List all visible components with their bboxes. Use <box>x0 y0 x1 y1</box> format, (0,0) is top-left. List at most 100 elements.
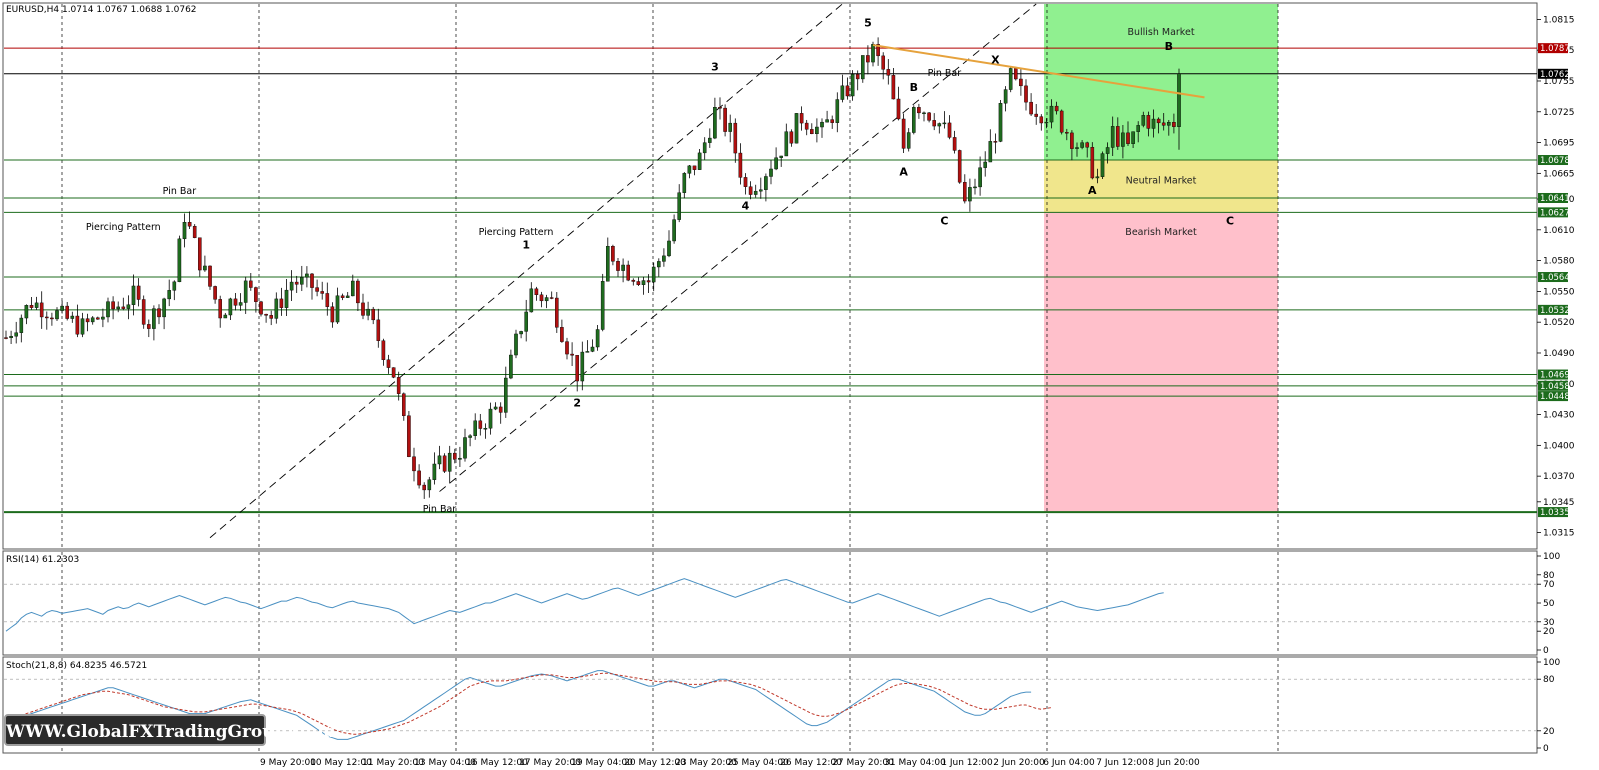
price-level-label: 1.0641 <box>1540 194 1570 204</box>
candle-body <box>845 85 850 97</box>
candle-body <box>1049 105 1054 123</box>
candle-body <box>708 137 712 143</box>
candle-body <box>575 355 579 382</box>
candle-body <box>1085 142 1089 148</box>
candle-body <box>473 420 478 436</box>
candle-body <box>886 69 891 76</box>
candle-body <box>570 353 574 356</box>
candle-body <box>172 281 177 291</box>
candle-body <box>488 408 493 429</box>
candle-body <box>906 132 911 149</box>
price-level-label: 1.0532 <box>1540 306 1570 316</box>
candle-body <box>167 290 172 300</box>
candle-body <box>820 121 824 128</box>
candle-body <box>402 393 406 416</box>
x-axis-label: 19 May 04:00 <box>571 758 633 768</box>
candle-body <box>24 305 29 319</box>
candle-body <box>738 152 743 178</box>
candle-body <box>973 186 977 189</box>
candle-body <box>182 222 187 240</box>
candle-body <box>65 305 69 319</box>
candle-body <box>866 55 870 63</box>
candle-body <box>937 123 942 127</box>
candle-body <box>840 85 845 100</box>
x-axis-label: 20 May 12:00 <box>624 758 686 768</box>
candle-body <box>1090 147 1095 179</box>
chart-annotation: A <box>899 165 908 178</box>
candle-body <box>233 298 238 306</box>
candle-body <box>19 317 24 333</box>
candle-body <box>912 107 916 133</box>
y-tick-label: 1.0490 <box>1543 349 1575 359</box>
chart-annotation: B <box>1165 40 1173 53</box>
chart-annotation: Pin Bar <box>163 186 197 197</box>
indicator-y-label: 20 <box>1543 727 1555 737</box>
candle-body <box>85 318 90 323</box>
candle-body <box>213 286 217 300</box>
candle-body <box>759 189 763 192</box>
candle-body <box>830 119 834 123</box>
x-axis-label: 8 Jun 20:00 <box>1148 758 1200 768</box>
candle-body <box>524 311 528 332</box>
x-axis-label: 27 May 20:00 <box>832 758 894 768</box>
candle-body <box>733 122 738 154</box>
x-axis-label: 17 May 20:00 <box>519 758 581 768</box>
candle-body <box>366 308 370 316</box>
candle-body <box>356 280 360 304</box>
candle-body <box>1075 147 1079 149</box>
candle-body <box>988 141 993 163</box>
indicator-y-label: 100 <box>1543 552 1560 562</box>
candle-body <box>1136 125 1140 132</box>
x-axis-label: 31 May 04:00 <box>884 758 946 768</box>
rsi-title: RSI(14) 61.2303 <box>6 555 79 565</box>
y-tick-label: 1.0430 <box>1543 411 1575 421</box>
candle-body <box>1044 121 1049 124</box>
candle-body <box>651 266 656 283</box>
candle-body <box>565 341 569 355</box>
price-level-label: 1.0787 <box>1540 44 1570 54</box>
candle-body <box>606 246 610 282</box>
candle-body <box>427 479 432 491</box>
price-level-tag <box>1538 369 1568 380</box>
stoch-title: Stoch(21,8,8) 64.8235 46.5721 <box>6 661 147 671</box>
candle-body <box>80 318 85 335</box>
candle-body <box>468 435 472 438</box>
candle-body <box>626 264 630 281</box>
candle-body <box>345 295 350 298</box>
chart-annotation: 1 <box>522 238 530 251</box>
candle-body <box>743 177 748 187</box>
candle-body <box>483 427 488 430</box>
candle-body <box>968 187 972 202</box>
candle-body <box>1095 176 1100 179</box>
y-tick-label: 1.0695 <box>1543 139 1575 149</box>
market-zone <box>1044 4 1278 161</box>
candle-body <box>718 107 722 109</box>
chart-annotation: Piercing Pattern <box>479 227 554 238</box>
indicator-y-label: 0 <box>1543 646 1549 656</box>
candle-body <box>60 305 64 311</box>
price-level-label: 1.0564 <box>1540 273 1570 283</box>
candle-body <box>963 182 967 202</box>
price-level-label: 1.0458 <box>1540 382 1570 392</box>
candle-body <box>876 44 880 57</box>
candle-body <box>1110 126 1115 148</box>
y-tick-label: 1.0400 <box>1543 441 1575 451</box>
y-tick-label: 1.0580 <box>1543 257 1575 267</box>
market-zone <box>1044 160 1278 213</box>
candle-body <box>254 287 258 302</box>
candle-body <box>1105 147 1110 154</box>
candle-body <box>978 167 982 188</box>
price-level-tag <box>1538 155 1568 166</box>
x-axis-label: 1 Jun 12:00 <box>941 758 993 768</box>
indicator-y-label: 80 <box>1543 571 1555 581</box>
candle-body <box>600 281 605 330</box>
candle-body <box>391 367 396 378</box>
zone-label: Bearish Market <box>1125 227 1197 238</box>
candle-body <box>157 308 161 318</box>
y-tick-label: 1.0815 <box>1543 15 1575 25</box>
x-axis-label: 10 May 12:00 <box>310 758 372 768</box>
price-level-tag <box>1538 207 1568 218</box>
candle-body <box>850 74 855 97</box>
candle-body <box>713 107 717 139</box>
candle-body <box>228 298 233 316</box>
